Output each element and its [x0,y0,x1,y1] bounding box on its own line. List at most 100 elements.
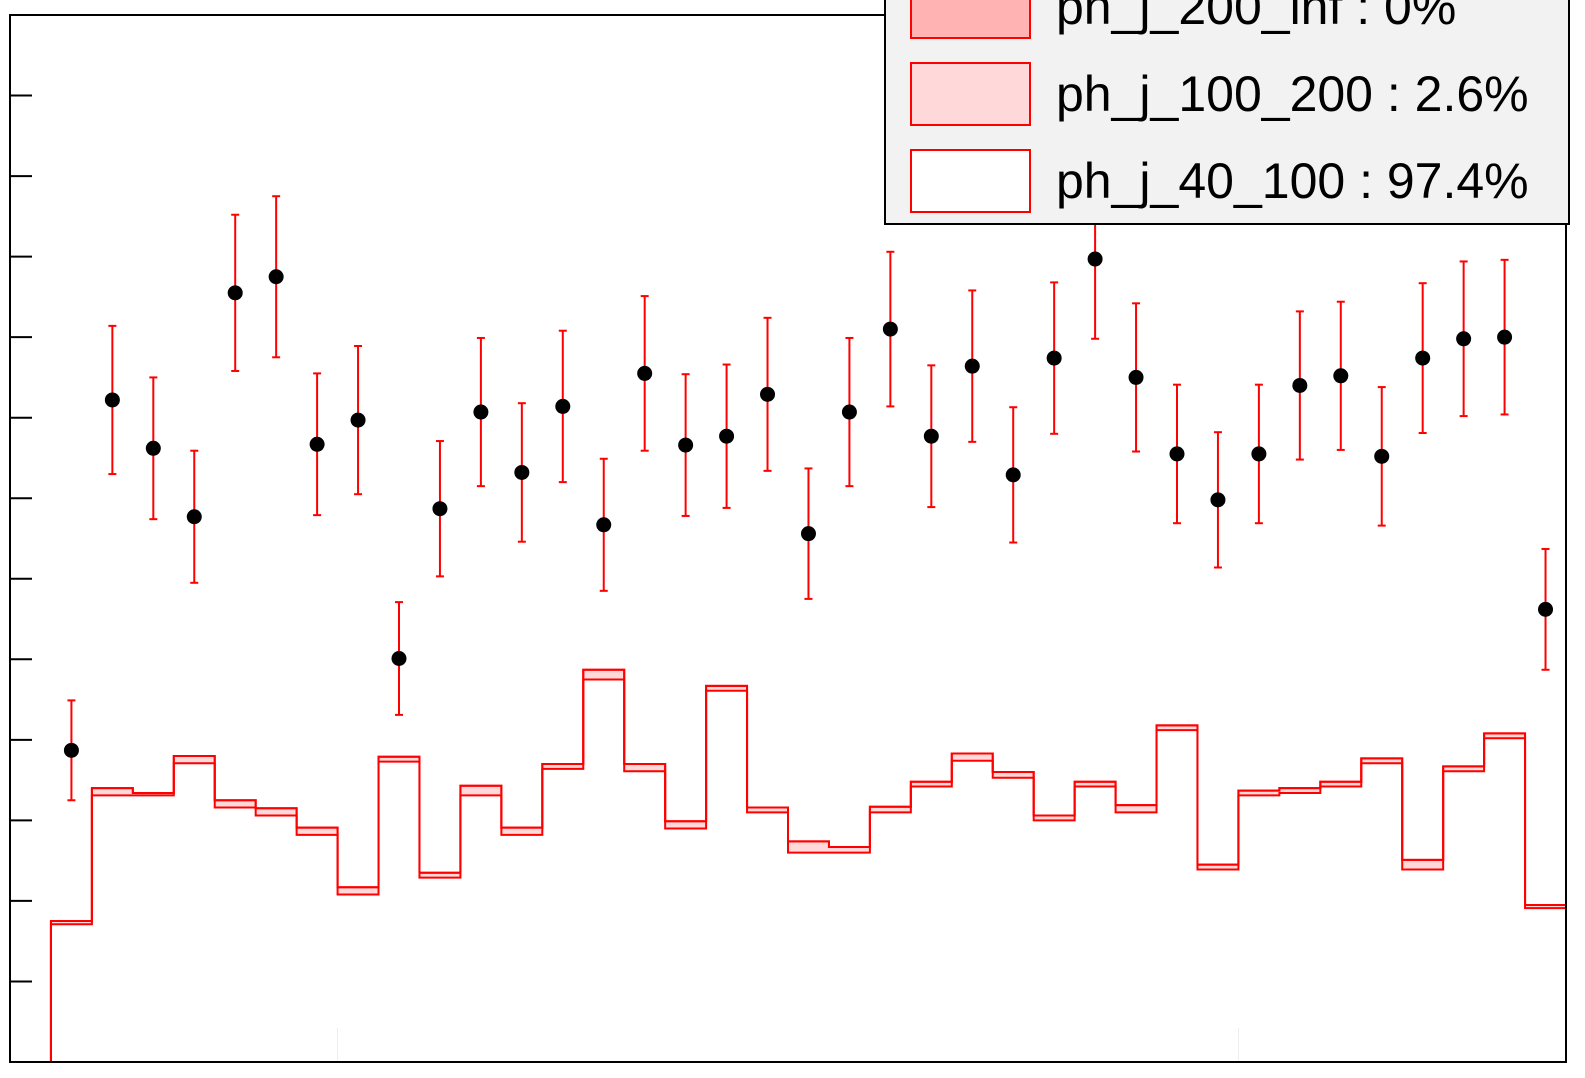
hist-bar-100-200 [132,793,174,796]
data-point [678,437,694,453]
data-point [350,412,366,428]
hist-bar-40-100 [992,777,1034,1062]
hist-bar-100-200 [583,669,625,680]
hist-bar-40-100 [1484,738,1526,1062]
hist-bar-40-100 [1443,771,1485,1062]
hist-bar-100-200 [747,807,788,813]
hist-bar-40-100 [173,763,215,1062]
hist-bar-100-200 [624,764,666,772]
hist-bar-40-100 [1238,795,1280,1062]
hist-bar-40-100 [1279,793,1321,1062]
hist-bar-100-200 [1320,781,1362,787]
hist-bar-40-100 [1402,869,1444,1062]
hist-bar-100-200 [542,764,584,769]
data-point [227,285,243,301]
data-point [1128,369,1144,385]
hist-bar-40-100 [91,795,133,1062]
hist-bar-100-200 [1484,733,1526,739]
data-point [964,358,980,374]
hist-bar-40-100 [1074,786,1116,1062]
hist-bar-100-200 [214,800,256,808]
hist-bar-100-200 [460,785,502,796]
data-point [473,404,489,420]
hist-bar-40-100 [296,834,338,1062]
hist-bar-100-200 [50,921,92,925]
legend: ph_j_200_inf : 0% ph_j_100_200 : 2.6% ph_j… [884,0,1570,225]
data-point [145,440,161,456]
hist-bar-40-100 [542,768,584,1062]
data-point [1210,492,1226,508]
data-point [923,428,939,444]
data-point [1005,467,1021,483]
data-point [800,526,816,542]
data-point [760,386,776,402]
data-point [1538,601,1554,617]
data-point [1251,446,1267,462]
stack-outlines [10,668,1567,1063]
hist-bar-100-200 [1033,815,1075,821]
data-point [841,404,857,420]
hist-bar-100-200 [869,806,911,813]
hist-bar-100-200 [1197,864,1239,870]
legend-label: ph_j_40_100 : 97.4% [1056,153,1529,209]
data-points [63,178,1554,802]
stack-fills [50,669,1566,1062]
hist-bar-100-200 [1238,790,1280,796]
hist-bar-100-200 [337,887,379,895]
data-point [1456,331,1472,347]
hist-bar-100-200 [788,841,829,853]
hist-bar-40-100 [1525,908,1566,1062]
hist-bar-40-100 [214,807,256,1062]
hist-bar-40-100 [1197,869,1239,1062]
data-point [1087,251,1103,267]
hist-bar-100-200 [378,756,420,762]
data-point [637,365,653,381]
hist-bar-40-100 [501,834,543,1062]
data-point [309,436,325,452]
data-point [514,464,530,480]
hist-bar-100-200 [1525,904,1566,909]
data-point [186,509,202,525]
legend-swatch [910,62,1031,126]
data-point [63,742,79,758]
hist-bar-40-100 [828,852,870,1062]
data-point [1374,448,1390,464]
hist-bar-40-100 [419,877,461,1062]
hist-bar-100-200 [1115,805,1157,813]
hist-bar-40-100 [706,690,748,1062]
hist-bar-100-200 [992,772,1034,778]
hist-bar-40-100 [951,760,993,1062]
hist-outline-200-inf [10,668,1567,1063]
data-point [268,269,284,285]
hist-bar-100-200 [91,788,133,796]
hist-bar-40-100 [132,795,174,1062]
hist-bar-40-100 [747,812,788,1062]
hist-bar-100-200 [1361,758,1403,764]
data-point [391,651,407,667]
hist-bar-40-100 [910,786,952,1062]
hist-bar-100-200 [1074,781,1116,787]
hist-bar-100-200 [1279,788,1321,794]
hist-bar-40-100 [1033,820,1075,1062]
hist-bar-100-200 [173,755,215,764]
hist-bar-100-200 [828,846,870,853]
plot-frame [9,14,1567,1063]
legend-label: ph_j_100_200 : 2.6% [1056,66,1529,122]
hist-bar-100-200 [296,827,338,835]
hist-bar-100-200 [255,808,297,816]
legend-swatch [910,0,1031,39]
data-point [882,321,898,337]
hist-bar-40-100 [1320,786,1362,1062]
hist-bar-40-100 [869,812,911,1062]
hist-bar-40-100 [378,761,420,1062]
data-point [1046,350,1062,366]
hist-bar-40-100 [665,828,707,1062]
hist-bar-100-200 [1443,766,1485,772]
hist-bar-100-200 [419,872,461,878]
data-point [104,392,120,408]
hist-bar-40-100 [1361,763,1403,1062]
hist-bar-100-200 [1402,859,1444,870]
legend-swatch [910,149,1031,213]
hist-bar-40-100 [337,894,379,1062]
